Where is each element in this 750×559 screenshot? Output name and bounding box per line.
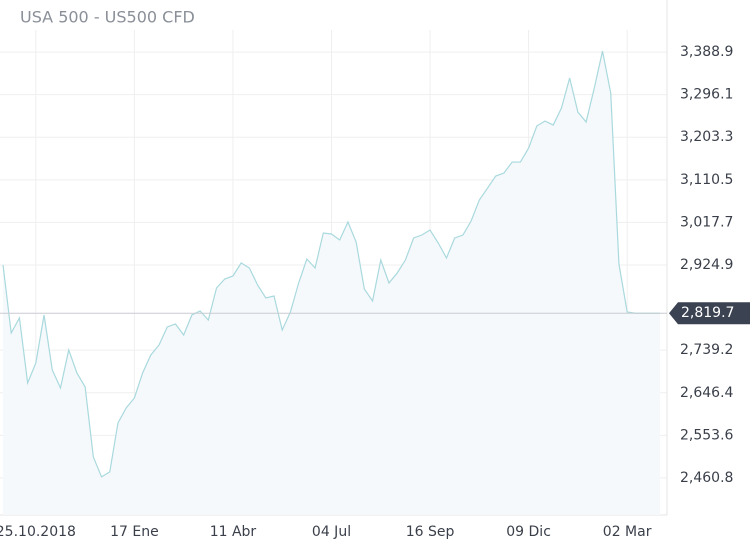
x-tick-label: 11 Abr [210, 524, 257, 540]
area-fill [3, 51, 660, 516]
x-tick-label: 02 Mar [603, 524, 652, 540]
chart-title: USA 500 - US500 CFD [20, 8, 195, 27]
y-tick-label: 2,460.8 [680, 470, 733, 486]
y-tick-label: 2,924.9 [680, 257, 733, 273]
x-tick-label: 16 Sep [406, 524, 455, 540]
y-tick-label: 3,017.7 [680, 214, 733, 230]
x-tick-label: 04 Jul [312, 524, 351, 540]
x-tick-label: 17 Ene [110, 524, 159, 540]
y-tick-label: 3,296.1 [680, 87, 733, 103]
x-tick-label: 25.10.2018 [0, 524, 76, 540]
line [2, 50, 660, 478]
current-price-label: 2,819.7 [681, 305, 734, 321]
y-tick-label: 2,646.4 [680, 385, 734, 401]
y-tick-label: 2,739.2 [680, 342, 733, 358]
current-price-tag [669, 302, 750, 325]
y-tick-label: 3,110.5 [680, 172, 733, 188]
y-tick-label: 3,388.9 [680, 44, 733, 60]
x-tick-label: 09 Dic [506, 524, 551, 540]
y-tick-label: 2,553.6 [680, 427, 734, 443]
y-tick-label: 3,203.3 [680, 129, 733, 145]
